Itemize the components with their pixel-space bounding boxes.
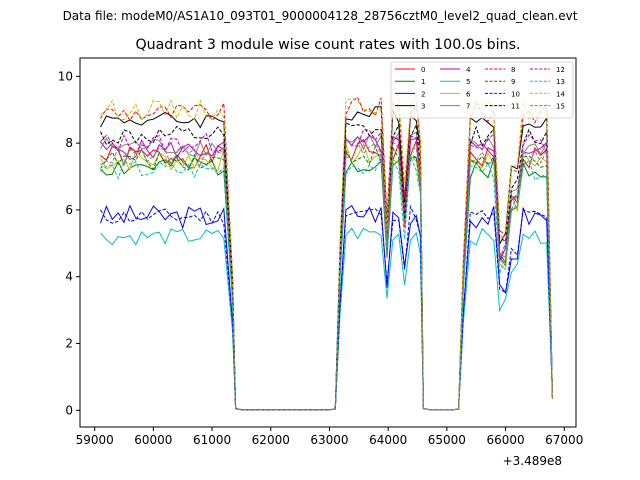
- y-tick-label: 0: [65, 403, 73, 417]
- y-tick-label: 2: [65, 337, 73, 351]
- x-tick-label: 64000: [369, 433, 407, 447]
- x-tick-label: 66000: [486, 433, 524, 447]
- legend-label-11: 11: [511, 103, 520, 111]
- x-axis-offset-label: +3.489e8: [503, 454, 562, 468]
- legend-label-3: 3: [421, 103, 425, 111]
- legend-label-2: 2: [421, 90, 425, 98]
- legend-label-0: 0: [421, 66, 425, 74]
- x-tick-label: 63000: [310, 433, 348, 447]
- legend-label-13: 13: [556, 78, 565, 86]
- x-tick-label: 60000: [134, 433, 172, 447]
- x-tick-label: 67000: [545, 433, 583, 447]
- x-tick-label: 59000: [76, 433, 114, 447]
- x-tick-label: 61000: [193, 433, 231, 447]
- y-tick-label: 10: [58, 69, 73, 83]
- legend-label-5: 5: [466, 78, 470, 86]
- axes-frame: [79, 57, 577, 428]
- legend-box: [390, 61, 574, 119]
- legend-label-14: 14: [556, 90, 565, 98]
- series-line-11: [100, 122, 553, 411]
- legend-label-6: 6: [466, 90, 471, 98]
- series-line-15: [100, 140, 553, 411]
- legend-label-12: 12: [556, 66, 565, 74]
- chart-title: Quadrant 3 module wise count rates with …: [135, 37, 520, 53]
- plot-area: 59000 60000 61000 62000 63000 64000 65000 66000…: [58, 57, 583, 468]
- legend-label-15: 15: [556, 103, 565, 111]
- series-layer: [100, 93, 553, 411]
- legend-label-1: 1: [421, 78, 425, 86]
- x-axis: 59000 60000 61000 62000 63000 64000 65000 66000…: [76, 427, 583, 447]
- legend-label-8: 8: [511, 66, 515, 74]
- legend-label-7: 7: [466, 103, 470, 111]
- y-tick-label: 6: [65, 203, 73, 217]
- y-tick-label: 4: [65, 270, 73, 284]
- x-tick-label: 62000: [252, 433, 290, 447]
- figure-suptitle: Data file: modeM0/AS1A10_093T01_90000041…: [63, 9, 578, 23]
- y-axis: 0 2 4 6 8 10: [58, 69, 80, 417]
- legend-label-9: 9: [511, 78, 515, 86]
- series-line-10: [100, 204, 553, 411]
- legend-label-4: 4: [466, 66, 471, 74]
- y-tick-label: 8: [65, 136, 73, 150]
- x-tick-label: 65000: [428, 433, 466, 447]
- legend-label-10: 10: [511, 90, 520, 98]
